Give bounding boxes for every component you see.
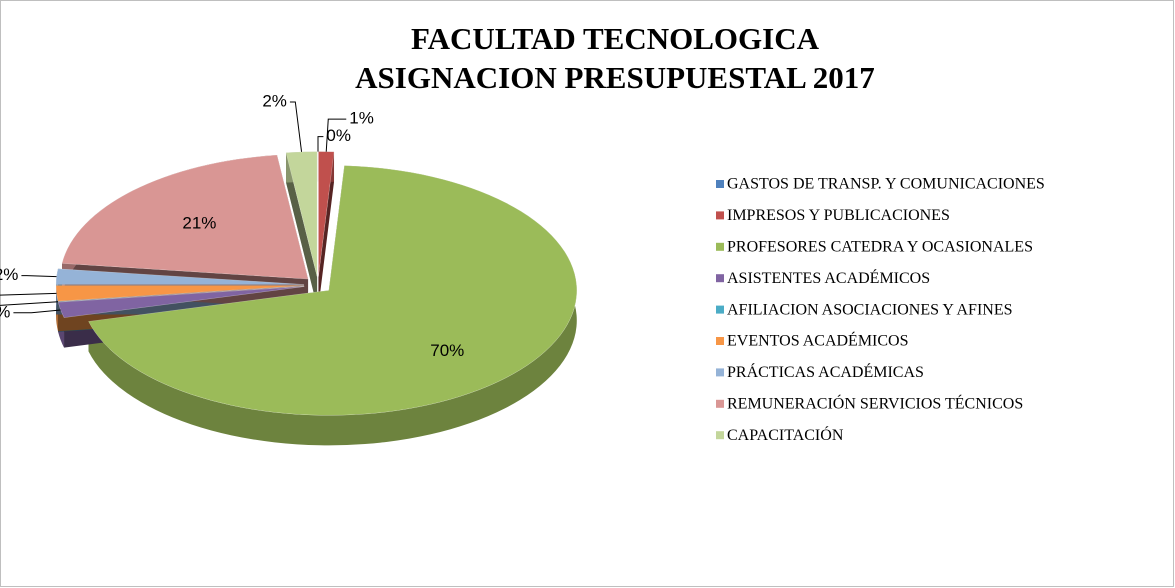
legend-label: EVENTOS ACADÉMICOS	[727, 331, 909, 350]
legend-swatch	[716, 368, 724, 377]
legend-swatch	[716, 242, 724, 251]
data-label: 70%	[430, 341, 464, 360]
data-label: 1%	[349, 109, 374, 128]
legend-label: PROFESORES CATEDRA Y OCASIONALES	[727, 238, 1033, 255]
slice	[318, 151, 335, 277]
slice	[88, 165, 578, 416]
leader-line	[317, 136, 324, 152]
legend-swatch	[716, 431, 724, 440]
slice-side	[286, 151, 318, 307]
legend-swatch	[716, 337, 724, 345]
chart-title: ASIGNACION PRESUPUESTAL 2017	[355, 60, 875, 95]
data-label: 2%	[0, 302, 10, 321]
legend-label: GASTOS DE TRANSP. Y COMUNICACIONES	[727, 176, 1045, 193]
leader-line	[325, 118, 347, 152]
legend-label: PRÁCTICAS ACADÉMICAS	[727, 362, 924, 381]
legend-swatch	[716, 180, 724, 188]
data-label: 0%	[326, 126, 351, 145]
legend-swatch	[716, 399, 724, 408]
slice-side	[62, 155, 309, 310]
legend-label: IMPRESOS Y PUBLICACIONES	[727, 207, 950, 224]
legend-label: AFILIACION ASOCIACIONES Y AFINES	[727, 301, 1013, 318]
data-label: 21%	[182, 214, 216, 233]
leader-line	[0, 301, 59, 306]
data-label: 2%	[0, 265, 18, 284]
chart-title: FACULTAD TECNOLOGICA	[411, 21, 820, 56]
slice	[61, 154, 309, 280]
slice-side	[318, 151, 335, 307]
leader-line	[289, 101, 303, 152]
data-label: 2%	[262, 91, 287, 110]
leader-line	[13, 309, 61, 314]
leader-line	[21, 275, 57, 278]
slice	[285, 151, 318, 277]
legend-label: ASISTENTES ACADÉMICOS	[727, 268, 930, 287]
leader-line	[0, 292, 57, 296]
legend-swatch	[716, 211, 724, 220]
legend-swatch	[716, 305, 724, 314]
slice	[57, 286, 305, 318]
legend-swatch	[716, 274, 724, 283]
legend-label: CAPACITACIÓN	[727, 425, 844, 444]
legend-label: REMUNERACIÓN SERVICIOS TÉCNICOS	[727, 393, 1023, 412]
